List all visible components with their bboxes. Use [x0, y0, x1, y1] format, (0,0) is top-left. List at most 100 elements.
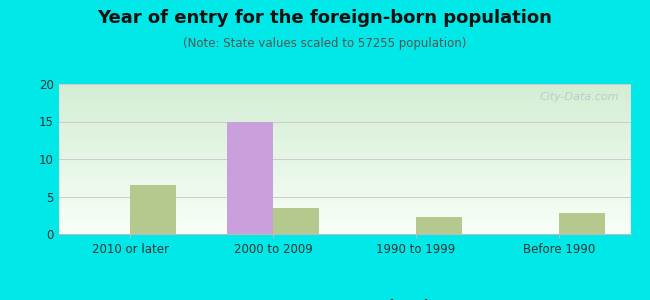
Bar — [58, 228, 630, 229]
Bar — [58, 190, 630, 191]
Bar — [58, 192, 630, 193]
Bar — [559, 213, 604, 234]
Bar — [58, 133, 630, 134]
Bar — [416, 217, 462, 234]
Bar — [58, 173, 630, 174]
Bar — [58, 206, 630, 207]
Bar — [58, 229, 630, 230]
Bar — [58, 187, 630, 188]
Bar — [58, 123, 630, 124]
Bar — [58, 125, 630, 126]
Bar — [58, 226, 630, 227]
Bar — [58, 141, 630, 142]
Bar — [58, 117, 630, 118]
Bar — [58, 195, 630, 196]
Bar — [58, 145, 630, 146]
Bar — [58, 118, 630, 119]
Bar — [58, 203, 630, 204]
Bar — [58, 169, 630, 170]
Bar — [58, 189, 630, 190]
Bar — [58, 230, 630, 231]
Bar — [58, 172, 630, 173]
Bar — [58, 153, 630, 154]
Bar — [58, 144, 630, 145]
Bar — [58, 115, 630, 116]
Bar — [58, 223, 630, 224]
Bar — [58, 90, 630, 91]
Bar — [58, 212, 630, 213]
Bar — [58, 217, 630, 218]
Bar — [58, 224, 630, 225]
Bar — [58, 97, 630, 98]
Bar — [58, 107, 630, 108]
Bar — [58, 233, 630, 234]
Bar — [58, 148, 630, 149]
Bar — [58, 88, 630, 89]
Bar — [58, 151, 630, 152]
Bar — [58, 149, 630, 150]
Bar — [58, 124, 630, 125]
Bar — [58, 132, 630, 133]
Bar — [58, 183, 630, 184]
Bar — [58, 208, 630, 209]
Bar — [58, 160, 630, 161]
Bar — [58, 106, 630, 107]
Bar — [58, 178, 630, 179]
Bar — [58, 130, 630, 131]
Bar — [58, 108, 630, 109]
Bar — [58, 209, 630, 210]
Bar — [58, 214, 630, 215]
Bar — [58, 165, 630, 166]
Bar — [58, 176, 630, 177]
Bar — [58, 207, 630, 208]
Bar — [58, 161, 630, 162]
Bar — [58, 196, 630, 197]
Bar — [58, 142, 630, 143]
Bar — [58, 199, 630, 200]
Bar — [58, 204, 630, 205]
Bar — [58, 139, 630, 140]
Bar — [58, 198, 630, 199]
Bar — [58, 84, 630, 85]
Bar — [58, 112, 630, 113]
Bar — [58, 184, 630, 185]
Bar — [58, 163, 630, 164]
Bar — [58, 147, 630, 148]
Bar — [58, 160, 630, 161]
Bar — [58, 231, 630, 232]
Bar — [58, 193, 630, 194]
Bar — [58, 99, 630, 100]
Bar — [58, 200, 630, 201]
Bar — [130, 185, 176, 234]
Bar — [58, 85, 630, 86]
Bar — [58, 155, 630, 156]
Bar — [58, 168, 630, 169]
Bar — [58, 177, 630, 178]
Text: City-Data.com: City-Data.com — [540, 92, 619, 101]
Bar — [58, 171, 630, 172]
Bar — [58, 138, 630, 139]
Bar — [58, 119, 630, 120]
Bar — [58, 218, 630, 219]
Bar — [58, 91, 630, 92]
Bar — [58, 205, 630, 206]
Bar — [58, 219, 630, 220]
Text: (Note: State values scaled to 57255 population): (Note: State values scaled to 57255 popu… — [183, 38, 467, 50]
Bar — [58, 201, 630, 202]
Bar — [58, 150, 630, 151]
Bar — [273, 208, 318, 234]
Bar — [58, 92, 630, 93]
Bar — [58, 114, 630, 115]
Bar — [58, 188, 630, 189]
Bar — [58, 96, 630, 97]
Bar — [58, 159, 630, 160]
Bar — [58, 110, 630, 111]
Bar — [58, 101, 630, 102]
Bar — [58, 129, 630, 130]
Bar — [58, 191, 630, 192]
Bar — [58, 213, 630, 214]
Bar — [58, 232, 630, 233]
Bar — [58, 111, 630, 112]
Bar — [58, 152, 630, 153]
Bar — [58, 103, 630, 104]
